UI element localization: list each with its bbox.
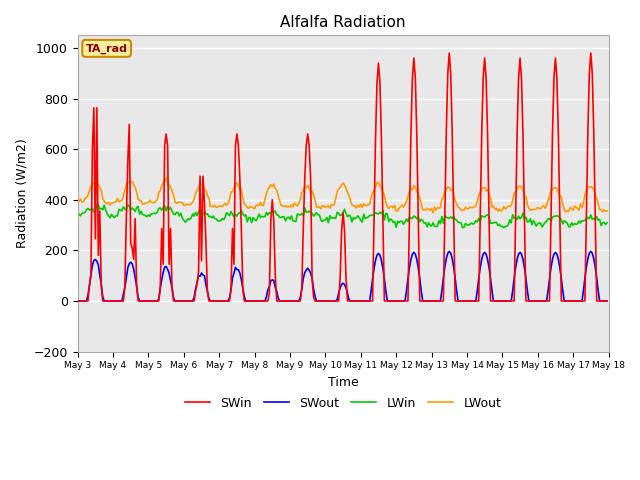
LWin [251, 216, 259, 222]
SWout [232, 264, 239, 270]
Legend: SWin, SWout, LWin, LWout: SWin, SWout, LWin, LWout [180, 392, 506, 415]
SWout [250, 298, 257, 304]
Line: LWin: LWin [77, 204, 607, 228]
LWout [577, 201, 584, 206]
LWout [233, 180, 241, 186]
Y-axis label: Radiation (W/m2): Radiation (W/m2) [15, 139, 28, 248]
LWout [307, 188, 314, 193]
SWin [232, 143, 239, 148]
LWout [603, 208, 611, 214]
SWin [603, 298, 611, 304]
Line: SWin: SWin [77, 53, 607, 301]
LWin [260, 214, 268, 220]
LWout [260, 203, 268, 208]
LWout [74, 201, 81, 207]
Text: TA_rad: TA_rad [86, 43, 127, 53]
SWout [575, 298, 583, 304]
SWin [575, 298, 583, 304]
LWout [251, 206, 259, 212]
LWout [139, 201, 147, 207]
Line: LWout: LWout [77, 178, 607, 213]
SWout [258, 298, 266, 304]
LWin [500, 225, 508, 230]
Title: Alfalfa Radiation: Alfalfa Radiation [280, 15, 406, 30]
LWin [577, 220, 584, 226]
SWout [74, 298, 81, 304]
SWout [603, 298, 611, 304]
SWout [305, 267, 313, 273]
SWin [250, 298, 257, 304]
LWin [307, 209, 314, 215]
LWin [603, 220, 611, 226]
LWout [163, 175, 170, 181]
LWin [124, 202, 132, 207]
LWin [140, 212, 148, 218]
Line: SWout: SWout [77, 252, 607, 301]
LWin [74, 208, 81, 214]
SWout [445, 249, 453, 254]
SWin [305, 143, 313, 148]
SWin [445, 50, 453, 56]
X-axis label: Time: Time [328, 376, 358, 389]
LWin [233, 213, 241, 219]
SWin [258, 298, 266, 304]
SWout [139, 298, 147, 304]
SWin [74, 298, 81, 304]
LWout [429, 210, 437, 216]
SWin [139, 298, 147, 304]
